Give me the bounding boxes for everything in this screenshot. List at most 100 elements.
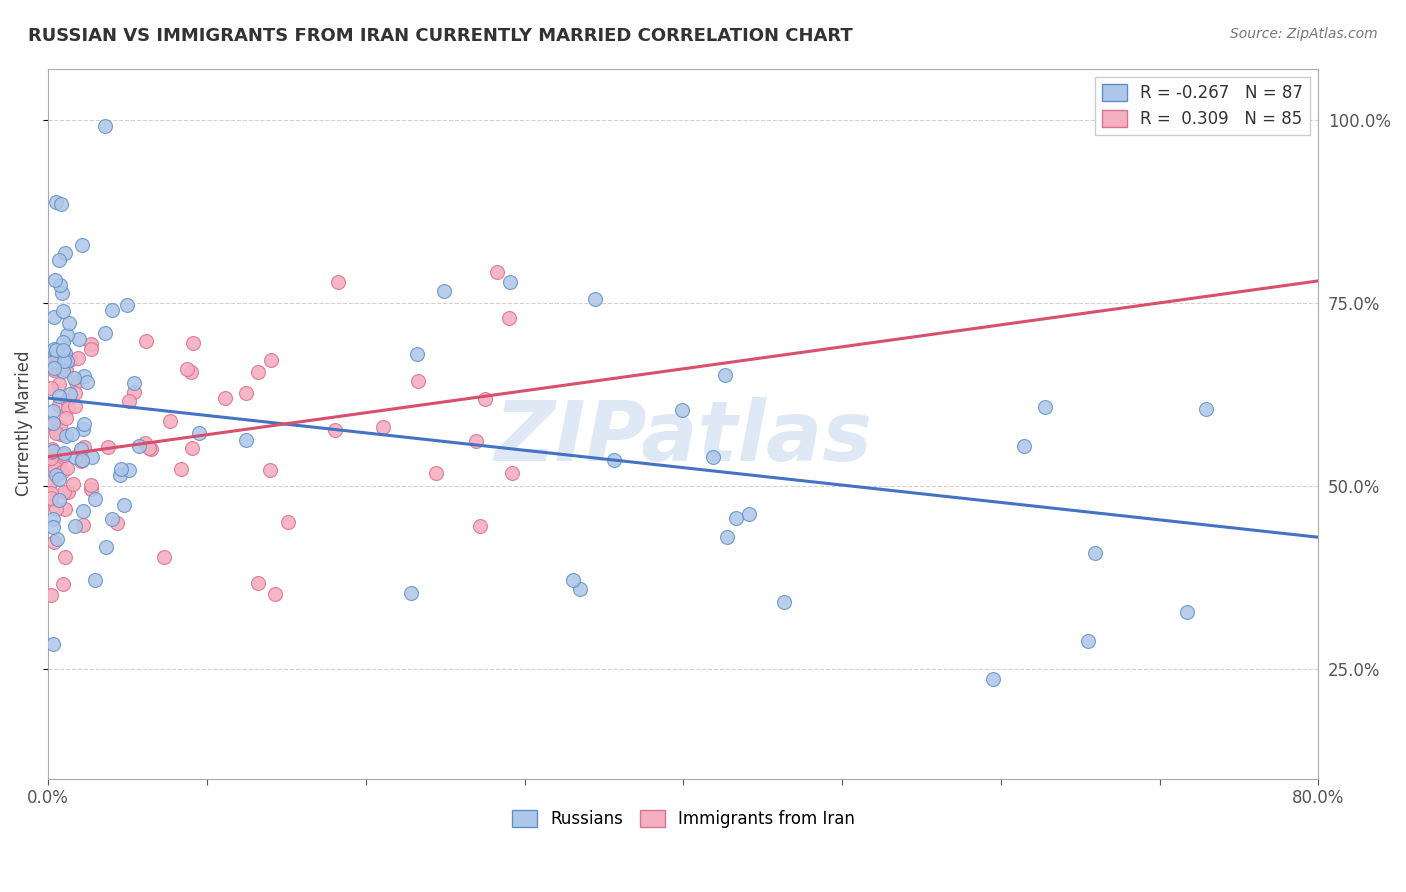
Point	[59, 387, 82, 401]
Point	[72, 422, 94, 436]
Point	[53, 449, 76, 463]
Point	[42, 512, 65, 526]
Point	[72, 238, 94, 252]
Point	[122, 385, 145, 400]
Point	[48, 278, 70, 293]
Point	[738, 507, 761, 521]
Point	[134, 435, 156, 450]
Point	[187, 425, 209, 440]
Point	[325, 423, 347, 437]
Point	[66, 351, 89, 366]
Text: ZIPatlas: ZIPatlas	[495, 398, 872, 478]
Point	[69, 443, 91, 458]
Point	[41, 450, 63, 465]
Point	[107, 516, 129, 531]
Point	[48, 458, 70, 472]
Point	[176, 362, 198, 376]
Point	[52, 446, 75, 460]
Point	[583, 293, 606, 307]
Point	[42, 637, 65, 651]
Point	[235, 386, 257, 401]
Point	[63, 518, 86, 533]
Point	[53, 245, 76, 260]
Point	[49, 196, 72, 211]
Point	[46, 532, 69, 546]
Point	[108, 467, 131, 482]
Point	[1083, 546, 1105, 560]
Point	[45, 425, 67, 440]
Point	[73, 369, 96, 384]
Point	[122, 376, 145, 390]
Point	[56, 393, 79, 408]
Point	[48, 492, 70, 507]
Point	[716, 530, 738, 544]
Point	[180, 441, 202, 455]
Point	[42, 310, 65, 325]
Point	[41, 492, 63, 507]
Point	[425, 466, 447, 480]
Point	[41, 355, 63, 369]
Point	[56, 401, 79, 415]
Point	[671, 403, 693, 417]
Point	[263, 587, 285, 601]
Point	[41, 442, 63, 456]
Point	[48, 376, 70, 391]
Point	[52, 334, 75, 349]
Point	[1033, 400, 1056, 414]
Point	[51, 285, 73, 300]
Point	[56, 354, 79, 368]
Point	[59, 353, 82, 368]
Point	[70, 453, 93, 467]
Point	[41, 588, 63, 602]
Point	[602, 452, 624, 467]
Point	[80, 478, 103, 492]
Point	[42, 520, 65, 534]
Point	[48, 472, 70, 486]
Point	[44, 419, 66, 434]
Point	[80, 482, 103, 496]
Point	[170, 462, 193, 476]
Point	[41, 491, 63, 505]
Point	[67, 332, 90, 346]
Point	[138, 441, 160, 455]
Point	[52, 304, 75, 318]
Point	[55, 501, 77, 516]
Point	[94, 326, 117, 340]
Point	[52, 485, 75, 500]
Point	[52, 343, 75, 357]
Point	[48, 388, 70, 402]
Point	[53, 549, 76, 564]
Point	[70, 453, 93, 467]
Point	[63, 386, 86, 401]
Point	[45, 195, 67, 210]
Point	[62, 371, 84, 385]
Point	[1175, 606, 1198, 620]
Point	[153, 549, 176, 564]
Point	[42, 443, 65, 458]
Point	[141, 442, 163, 456]
Point	[56, 485, 79, 500]
Point	[714, 368, 737, 382]
Point	[44, 358, 66, 372]
Point	[76, 375, 98, 389]
Point	[45, 501, 67, 516]
Point	[405, 347, 427, 361]
Point	[72, 517, 94, 532]
Point	[56, 460, 79, 475]
Point	[128, 440, 150, 454]
Point	[474, 392, 496, 406]
Point	[69, 454, 91, 468]
Point	[401, 586, 423, 600]
Point	[58, 316, 80, 330]
Point	[94, 119, 117, 133]
Point	[247, 365, 270, 379]
Point	[101, 511, 124, 525]
Point	[117, 394, 139, 409]
Point	[48, 398, 70, 412]
Legend: Russians, Immigrants from Iran: Russians, Immigrants from Iran	[505, 803, 862, 835]
Point	[561, 573, 583, 587]
Point	[63, 399, 86, 413]
Point	[112, 498, 135, 512]
Point	[1077, 634, 1099, 648]
Point	[470, 519, 492, 533]
